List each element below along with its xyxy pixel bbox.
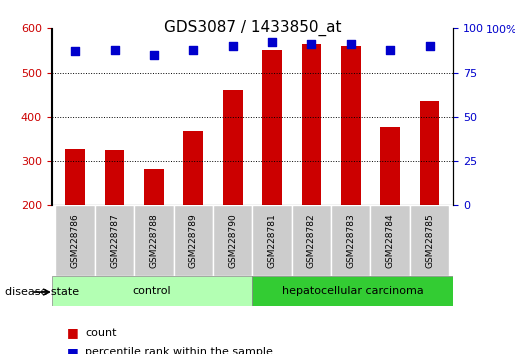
FancyBboxPatch shape	[95, 205, 134, 276]
Point	[307, 41, 316, 47]
Bar	[420, 101, 439, 205]
Bar	[302, 44, 321, 205]
Bar	[65, 149, 85, 205]
Text: percentile rank within the sample: percentile rank within the sample	[85, 347, 273, 354]
Text: GDS3087 / 1433850_at: GDS3087 / 1433850_at	[164, 19, 341, 36]
FancyBboxPatch shape	[291, 205, 331, 276]
Text: count: count	[85, 328, 116, 338]
Text: hepatocellular carcinoma: hepatocellular carcinoma	[282, 286, 424, 296]
Point	[150, 52, 158, 58]
Text: GSM228790: GSM228790	[228, 213, 237, 268]
FancyBboxPatch shape	[370, 205, 410, 276]
Bar	[341, 46, 360, 205]
FancyBboxPatch shape	[56, 205, 95, 276]
FancyBboxPatch shape	[252, 205, 291, 276]
FancyBboxPatch shape	[410, 205, 449, 276]
Text: disease state: disease state	[5, 287, 79, 297]
Text: GSM228783: GSM228783	[346, 213, 355, 268]
FancyBboxPatch shape	[134, 205, 174, 276]
Bar	[262, 50, 282, 205]
FancyBboxPatch shape	[252, 276, 453, 306]
Text: control: control	[133, 286, 171, 296]
Bar	[144, 169, 164, 205]
Point	[229, 43, 237, 49]
Text: GSM228789: GSM228789	[189, 213, 198, 268]
Bar	[105, 150, 124, 205]
Point	[386, 47, 394, 52]
Point	[347, 41, 355, 47]
FancyBboxPatch shape	[213, 205, 252, 276]
Text: GSM228781: GSM228781	[267, 213, 277, 268]
Text: GSM228784: GSM228784	[386, 213, 394, 268]
FancyBboxPatch shape	[331, 205, 370, 276]
Text: GSM228785: GSM228785	[425, 213, 434, 268]
Point	[189, 47, 197, 52]
Text: GSM228782: GSM228782	[307, 213, 316, 268]
Point	[71, 48, 79, 54]
FancyBboxPatch shape	[52, 276, 252, 306]
FancyBboxPatch shape	[174, 205, 213, 276]
Text: ■: ■	[67, 326, 79, 339]
Text: GSM228788: GSM228788	[149, 213, 159, 268]
Point	[110, 47, 118, 52]
Text: GSM228787: GSM228787	[110, 213, 119, 268]
Text: ■: ■	[67, 346, 79, 354]
Text: GSM228786: GSM228786	[71, 213, 80, 268]
Bar	[381, 127, 400, 205]
Bar	[223, 90, 243, 205]
Point	[268, 40, 276, 45]
Point	[425, 43, 434, 49]
Y-axis label: 100%: 100%	[486, 25, 515, 35]
Bar	[183, 131, 203, 205]
